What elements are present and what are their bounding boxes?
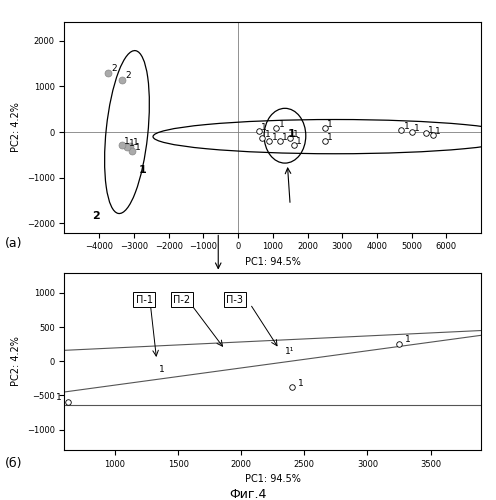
Text: 1: 1 <box>327 120 333 130</box>
Text: (a): (a) <box>5 238 22 250</box>
Text: 1: 1 <box>272 134 277 142</box>
Text: 1: 1 <box>287 128 295 138</box>
Y-axis label: PC2: 4.2%: PC2: 4.2% <box>11 102 21 152</box>
Text: 1: 1 <box>296 137 302 146</box>
Text: 1: 1 <box>428 126 434 134</box>
Text: П-1: П-1 <box>135 295 153 305</box>
Text: 1: 1 <box>435 127 440 136</box>
Text: 1: 1 <box>405 335 411 344</box>
Text: 1: 1 <box>134 144 140 152</box>
Text: 1: 1 <box>298 379 304 388</box>
X-axis label: PC1: 94.5%: PC1: 94.5% <box>245 257 301 267</box>
Text: 1: 1 <box>279 120 284 130</box>
Text: 2: 2 <box>111 64 117 74</box>
Text: 1: 1 <box>159 365 165 374</box>
Text: 1: 1 <box>139 165 147 175</box>
Text: 1: 1 <box>282 134 288 142</box>
Text: 1: 1 <box>129 139 135 148</box>
Text: 2: 2 <box>125 71 130 80</box>
Text: 1: 1 <box>293 130 298 138</box>
X-axis label: PC1: 94.5%: PC1: 94.5% <box>245 474 301 484</box>
Text: 1: 1 <box>56 393 62 402</box>
Text: 1: 1 <box>124 137 130 146</box>
Text: 1: 1 <box>404 122 409 131</box>
Text: (б): (б) <box>5 458 22 470</box>
Text: Фиг.4: Фиг.4 <box>229 488 267 500</box>
Text: 1: 1 <box>327 134 333 142</box>
Text: 1: 1 <box>265 130 270 138</box>
Text: 2: 2 <box>92 211 100 221</box>
Text: 1: 1 <box>133 138 138 147</box>
Text: П-2: П-2 <box>173 295 190 305</box>
Y-axis label: PC2: 4.2%: PC2: 4.2% <box>11 336 21 386</box>
Text: 1: 1 <box>414 124 420 132</box>
Text: 1: 1 <box>261 123 267 132</box>
Text: П-3: П-3 <box>226 295 244 305</box>
Text: 1¹: 1¹ <box>285 346 295 356</box>
